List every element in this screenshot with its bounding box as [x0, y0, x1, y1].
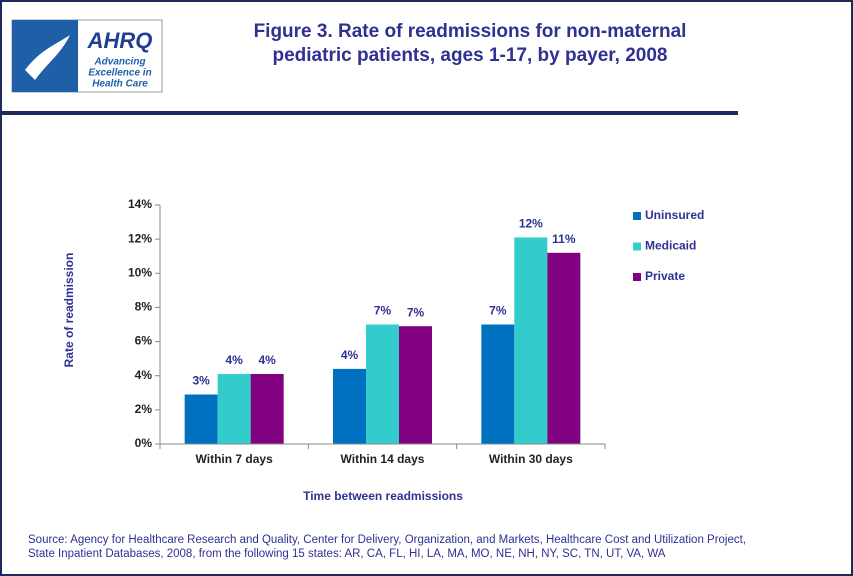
bar — [547, 252, 581, 444]
y-tick-label: 10% — [128, 265, 152, 279]
logo-tagline: Advancing — [93, 57, 145, 68]
bar — [399, 326, 432, 444]
y-axis-label: Rate of readmission — [62, 253, 76, 368]
bar — [217, 374, 251, 444]
value-label: 7% — [489, 304, 507, 318]
logo-tagline: Health Care — [92, 79, 148, 90]
bar — [366, 324, 399, 444]
eagle — [25, 35, 70, 80]
chart-title: Figure 3. Rate of readmissions for non-m… — [254, 21, 687, 42]
source: State Inpatient Databases, 2008, from th… — [28, 548, 666, 560]
value-label: 7% — [374, 304, 392, 318]
legend-label: Private — [645, 269, 685, 283]
bar — [184, 394, 218, 444]
x-axis-label: Time between readmissions — [303, 489, 463, 503]
x-tick-label: Within 14 days — [341, 452, 425, 466]
value-label: 11% — [552, 232, 576, 246]
bar — [481, 324, 515, 444]
header-rule — [0, 111, 738, 115]
logo-name: AHRQ — [87, 28, 153, 53]
value-label: 12% — [519, 217, 543, 231]
legend-label: Uninsured — [645, 208, 704, 222]
value-label: 4% — [341, 348, 359, 362]
y-tick-label: 4% — [135, 368, 153, 382]
chart-title: pediatric patients, ages 1-17, by payer,… — [273, 45, 668, 66]
legend-swatch — [633, 212, 641, 220]
y-tick-label: 12% — [128, 231, 152, 245]
y-tick-label: 2% — [135, 402, 153, 416]
x-tick-label: Within 30 days — [489, 452, 573, 466]
legend-swatch — [633, 242, 641, 251]
y-tick-label: 0% — [135, 436, 153, 450]
value-label: 7% — [407, 305, 425, 319]
logo-tagline: Excellence in — [88, 68, 151, 79]
value-label: 4% — [258, 353, 276, 367]
y-tick-label: 14% — [128, 197, 152, 211]
value-label: 4% — [225, 353, 243, 367]
y-tick-label: 8% — [135, 300, 153, 314]
bar — [514, 237, 548, 444]
source: Source: Agency for Healthcare Research a… — [28, 534, 746, 546]
legend-label: Medicaid — [645, 239, 696, 253]
y-tick-label: 6% — [135, 334, 153, 348]
value-label: 3% — [192, 374, 210, 388]
bar — [333, 368, 366, 444]
legend-swatch — [633, 273, 641, 281]
x-tick-label: Within 7 days — [196, 452, 274, 466]
bar — [250, 374, 284, 444]
